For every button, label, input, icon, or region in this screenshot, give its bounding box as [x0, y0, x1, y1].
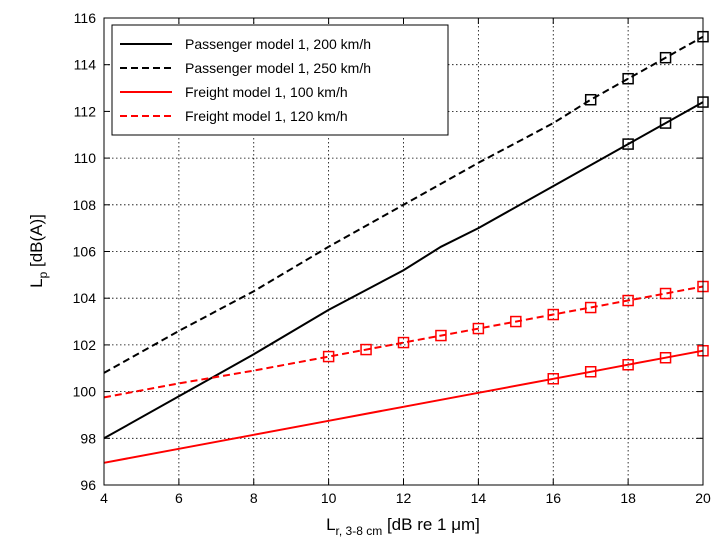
x-axis-label-subscript: r, 3-8 cm — [336, 524, 383, 538]
x-axis-label-rest: [dB re 1 μm] — [382, 515, 480, 534]
y-tick-label: 102 — [73, 337, 97, 353]
y-axis-label-subscript: p — [36, 271, 50, 278]
series-marker-2 — [659, 351, 672, 364]
y-tick-label: 100 — [73, 384, 97, 400]
series-marker-3 — [397, 336, 410, 349]
y-tick-label: 110 — [74, 150, 97, 166]
series-marker-3 — [322, 350, 335, 363]
legend-label-2: Freight model 1, 100 km/h — [185, 84, 348, 100]
y-tick-label: 112 — [74, 103, 97, 119]
series-line-2 — [103, 349, 704, 464]
y-tick-label: 114 — [74, 57, 97, 73]
x-tick-label: 4 — [100, 490, 108, 506]
series-marker-3 — [622, 294, 634, 307]
series-marker-3 — [360, 343, 372, 356]
x-tick-label: 12 — [396, 490, 412, 506]
legend: Passenger model 1, 200 km/h Passenger mod… — [111, 24, 449, 136]
x-tick-label: 18 — [620, 490, 636, 506]
x-tick-label: 8 — [250, 490, 258, 506]
legend-label-1: Passenger model 1, 250 km/h — [185, 60, 371, 76]
series-line-1 — [103, 35, 704, 374]
series-marker-1 — [622, 72, 634, 85]
plot-frame — [103, 17, 704, 486]
y-tick-label: 116 — [74, 10, 97, 26]
series-marker-2 — [584, 366, 597, 378]
y-tick-label: 108 — [73, 197, 97, 213]
series-marker-3 — [435, 329, 447, 342]
series-marker-2 — [622, 358, 634, 371]
y-axis-label-rest: [dB(A)] — [27, 214, 46, 272]
x-tick-label: 20 — [695, 490, 711, 506]
series-marker-3 — [547, 308, 559, 321]
y-axis-label: Lp [dB(A)] — [27, 214, 50, 288]
x-axis-label: Lr, 3-8 cm [dB re 1 μm] — [326, 515, 480, 538]
y-axis-label-main: L — [27, 278, 46, 287]
x-tick-label: 16 — [545, 490, 561, 506]
series-lines — [103, 35, 704, 464]
x-axis-ticks: 4 6 8 10 12 14 16 18 20 — [100, 18, 711, 506]
legend-label-0: Passenger model 1, 200 km/h — [185, 36, 371, 52]
y-tick-label: 106 — [73, 244, 97, 260]
y-tick-label: 98 — [80, 430, 96, 446]
y-tick-label: 104 — [73, 290, 97, 306]
series-marker-2 — [547, 373, 559, 385]
series-marker-3 — [659, 287, 672, 300]
x-tick-label: 14 — [471, 490, 487, 506]
y-tick-label: 96 — [80, 477, 96, 493]
series-marker-3 — [472, 322, 485, 335]
x-tick-label: 6 — [175, 490, 183, 506]
series-marker-0 — [622, 138, 634, 150]
series-marker-3 — [510, 315, 522, 328]
series-marker-3 — [584, 301, 597, 314]
x-axis-label-main: L — [326, 515, 335, 534]
legend-label-3: Freight model 1, 120 km/h — [185, 108, 348, 124]
series-marker-1 — [584, 93, 597, 106]
series-line-0 — [103, 101, 704, 440]
series-marker-1 — [659, 51, 672, 64]
series-marker-0 — [659, 117, 672, 129]
x-tick-label: 10 — [321, 490, 337, 506]
